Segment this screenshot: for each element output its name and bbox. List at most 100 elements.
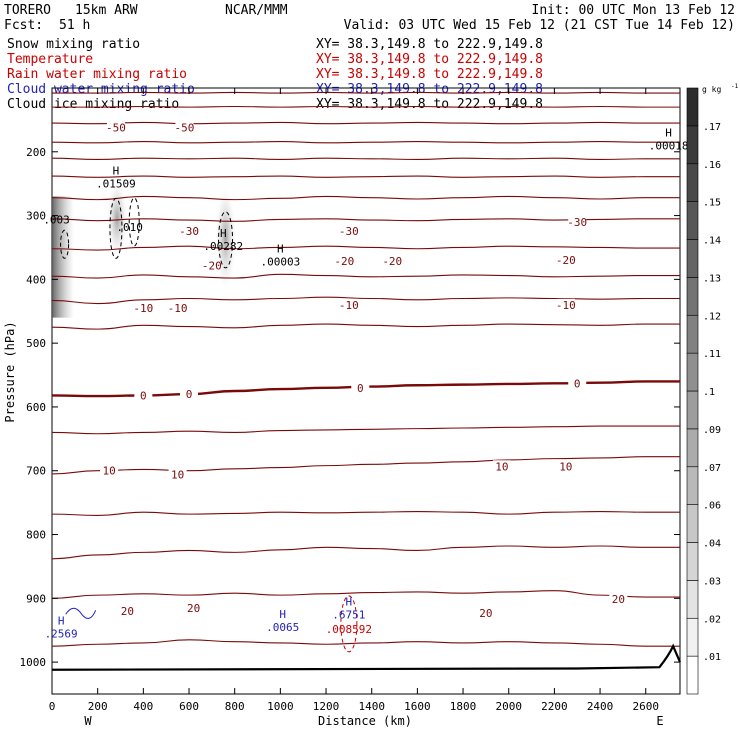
contour-label-bg bbox=[106, 121, 125, 133]
field-label: Cloud water mixing ratio bbox=[7, 82, 195, 97]
contour-label: -10 bbox=[133, 302, 153, 315]
x-tick-label: 0 bbox=[49, 700, 56, 713]
contour-label: -20 bbox=[382, 255, 402, 268]
model-resolution: 15km ARW bbox=[75, 3, 138, 18]
plot-area: -50 -50 -30 -30 -30 -20 -20 -20 -20 -10 -10 -10 -10 0… bbox=[20, 87, 689, 713]
field-xy: XY= 38.3,149.8 to 222.9,149.8 bbox=[316, 37, 543, 52]
y-tick-label: 200 bbox=[26, 146, 46, 159]
temperature-contour bbox=[51, 245, 680, 251]
temperature-contour bbox=[51, 175, 680, 178]
x-tick-label: 1400 bbox=[358, 700, 385, 713]
colorbar-tick-label: .11 bbox=[703, 349, 721, 360]
model-org: NCAR/MMM bbox=[225, 3, 288, 18]
contour-label: 0 bbox=[186, 388, 193, 401]
colorbar-tick-label: .07 bbox=[703, 463, 721, 474]
field-label: Cloud ice mixing ratio bbox=[7, 97, 179, 112]
colorbar-tick-label: .15 bbox=[703, 198, 721, 209]
forecast-hours: 51 h bbox=[59, 18, 90, 33]
contour-label-bg bbox=[184, 601, 203, 613]
y-tick-label: 800 bbox=[26, 529, 46, 542]
max-value-label: .00003 bbox=[260, 256, 300, 269]
contour-label: -30 bbox=[339, 225, 359, 238]
ice-outline bbox=[218, 211, 234, 269]
temperature-contour bbox=[51, 195, 680, 201]
contour-label-bg bbox=[492, 460, 511, 472]
temperature-contour bbox=[51, 121, 680, 125]
colorbar-cell bbox=[686, 201, 699, 240]
temperature-contour bbox=[51, 157, 680, 160]
colorbar-cell bbox=[686, 580, 699, 619]
contour-label: 0 bbox=[574, 377, 581, 390]
temperature-contour bbox=[51, 511, 680, 516]
colorbar-tick-label: .12 bbox=[703, 311, 721, 322]
contour-label: -20 bbox=[202, 259, 222, 272]
cloud-water-outline bbox=[65, 607, 97, 619]
x-tick-label: 2000 bbox=[495, 700, 522, 713]
max-value-label: .00282 bbox=[203, 240, 243, 253]
contour-label-bg bbox=[568, 215, 587, 227]
contour-label-bg bbox=[476, 606, 495, 618]
contour-label-bg bbox=[609, 592, 628, 604]
contour-label: -50 bbox=[175, 122, 195, 135]
contour-label: -50 bbox=[106, 122, 126, 135]
temperature-contour bbox=[51, 296, 680, 305]
contour-label: -10 bbox=[339, 299, 359, 312]
colorbar-cell bbox=[686, 352, 699, 392]
field-xy: XY= 38.3,149.8 to 222.9,149.8 bbox=[316, 97, 543, 112]
terrain-line bbox=[51, 643, 682, 671]
temperature-contour bbox=[51, 545, 680, 560]
contour-label-bg bbox=[568, 377, 587, 389]
contour-label: 10 bbox=[171, 469, 184, 482]
max-value-label: .008592 bbox=[326, 623, 372, 636]
high-marker: H bbox=[665, 126, 672, 139]
contour-label: 20 bbox=[121, 605, 134, 618]
colorbar-tick-label: .01 bbox=[703, 652, 721, 663]
x-tick-label: 1200 bbox=[313, 700, 340, 713]
x-tick-label: 200 bbox=[88, 700, 108, 713]
max-value-label: .00018 bbox=[649, 139, 689, 152]
max-value-label: .2569 bbox=[45, 627, 78, 640]
max-value-label: .01509 bbox=[96, 178, 136, 191]
field-xy: XY= 38.3,149.8 to 222.9,149.8 bbox=[316, 67, 543, 82]
field-label: Rain water mixing ratio bbox=[7, 67, 187, 82]
colorbar-tick-label: .16 bbox=[703, 160, 721, 171]
temperature-contour bbox=[51, 639, 680, 647]
colorbar-tick-label: .17 bbox=[703, 122, 721, 133]
contour-label: -30 bbox=[179, 225, 199, 238]
contour-label: 10 bbox=[102, 465, 115, 478]
colorbar-cell bbox=[686, 125, 699, 165]
contour-label-bg bbox=[556, 254, 575, 266]
contour-label: -20 bbox=[556, 254, 576, 267]
x-tick-label: 1600 bbox=[404, 700, 431, 713]
field-xy: XY= 38.3,149.8 to 222.9,149.8 bbox=[316, 52, 543, 67]
temperature-contour bbox=[51, 425, 680, 435]
contour-label: 20 bbox=[187, 602, 200, 615]
contour-label: -20 bbox=[334, 255, 354, 268]
ice-outline bbox=[128, 197, 140, 247]
max-value-label: .6751 bbox=[332, 608, 365, 621]
contour-label-bg bbox=[339, 224, 358, 236]
temperature-contour bbox=[51, 273, 680, 279]
contour-label-bg bbox=[118, 605, 137, 617]
contour-label: 0 bbox=[140, 389, 147, 402]
temperature-contour bbox=[51, 323, 680, 330]
y-tick-label: 300 bbox=[26, 210, 46, 223]
temperature-contour bbox=[51, 141, 680, 144]
init-time: Init: 00 UTC Mon 13 Feb 12 bbox=[532, 3, 736, 18]
colorbar-tick-label: .06 bbox=[703, 501, 721, 512]
colorbar-cell bbox=[686, 617, 699, 657]
high-marker: H bbox=[58, 614, 65, 627]
contour-label-bg bbox=[556, 460, 575, 472]
contour-label: -30 bbox=[567, 216, 587, 229]
contour-label: -10 bbox=[556, 299, 576, 312]
contour-label-bg bbox=[168, 468, 187, 480]
contour-label: 10 bbox=[559, 460, 572, 473]
x-tick-label: 2400 bbox=[587, 700, 614, 713]
x-tick-label: 2200 bbox=[541, 700, 568, 713]
model-name: TORERO bbox=[4, 3, 51, 18]
contour-label-bg bbox=[335, 254, 354, 266]
contour-label-bg bbox=[383, 254, 402, 266]
contour-label: -10 bbox=[168, 302, 188, 315]
x-tick-label: 1800 bbox=[450, 700, 477, 713]
